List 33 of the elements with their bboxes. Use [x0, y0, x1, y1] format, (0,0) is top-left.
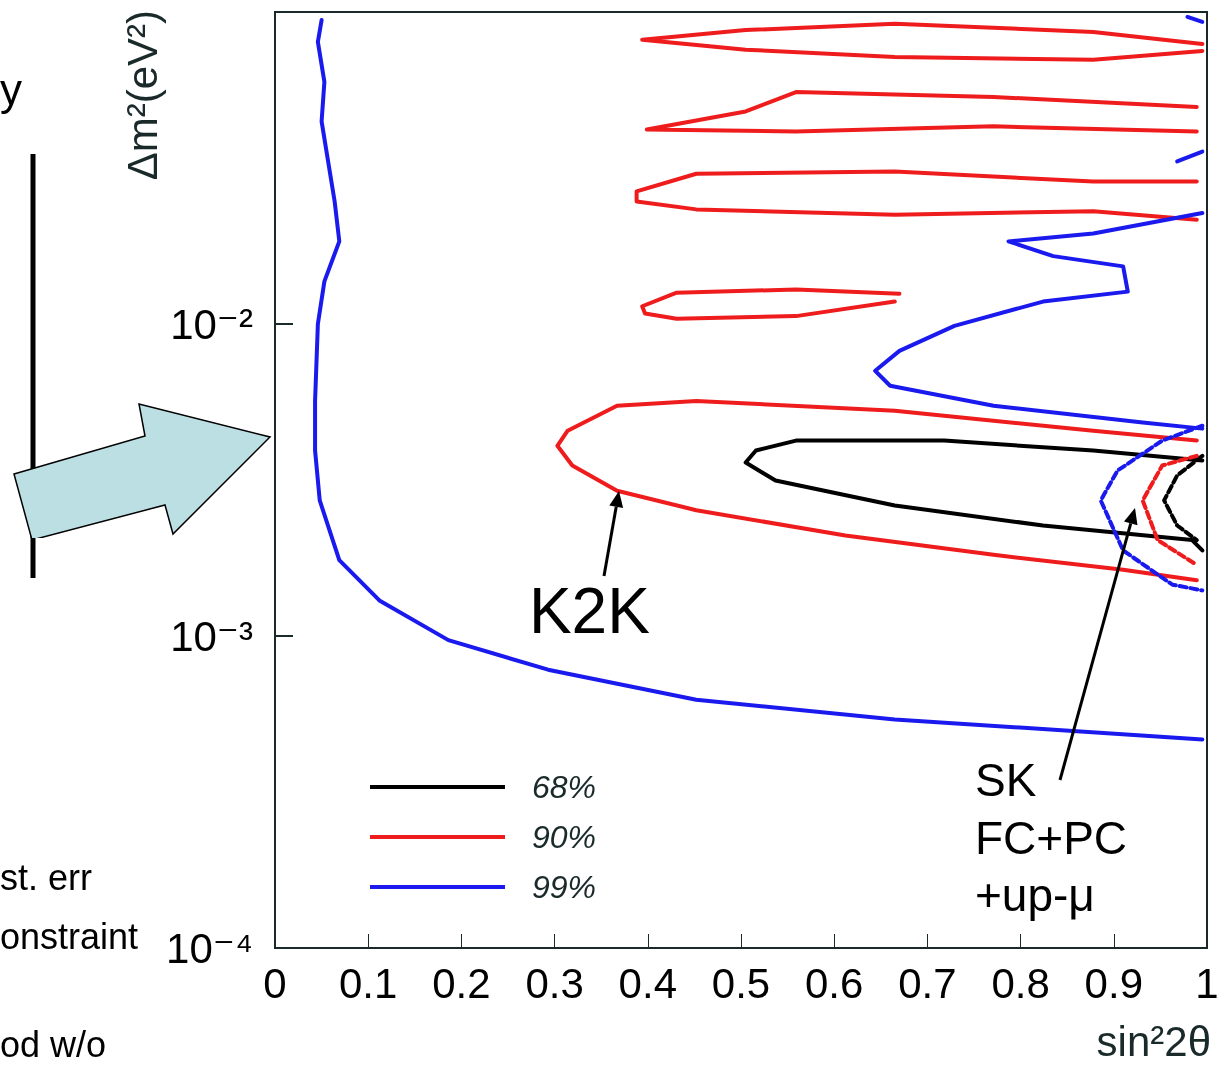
line-series: [640, 287, 902, 321]
y-tick-label: 10⁻²: [170, 300, 254, 348]
text: y: [0, 64, 22, 116]
y-axis-title: Δm²(eV²): [118, 10, 166, 181]
text: st. err: [0, 856, 93, 900]
line-series: [1140, 453, 1199, 567]
x-tick-label: 0.5: [711, 959, 771, 1007]
x-tick-label: 0.2: [432, 959, 491, 1007]
x-tick-label: 0.8: [991, 959, 1050, 1007]
x-tick-label: 0.4: [618, 959, 677, 1007]
text: onstraint: [0, 915, 139, 959]
line-series: [640, 21, 1205, 62]
line-series: [644, 90, 1199, 134]
x-tick-label: 0.7: [898, 959, 957, 1007]
y-tick-label: 10⁻⁴: [166, 924, 253, 972]
x-tick-label: 1: [1195, 959, 1219, 1007]
x-tick-label: 0.1: [339, 959, 398, 1007]
annotation: SK FC+PC +up-μ: [975, 753, 1128, 923]
line-series: [634, 169, 1199, 222]
x-axis-title: sin²2θ: [1096, 1017, 1211, 1065]
y-tick-label: 10⁻³: [170, 612, 254, 660]
line-series: [555, 398, 1199, 583]
annotation: K2K: [528, 573, 650, 649]
text: od w/o: [0, 1023, 107, 1066]
x-tick-label: 0: [263, 959, 287, 1007]
legend-label: 90%: [532, 819, 597, 855]
legend-label: 99%: [532, 869, 597, 905]
x-tick-label: 0.3: [525, 959, 584, 1007]
x-tick-label: 0.9: [1084, 959, 1143, 1007]
x-tick-label: 0.6: [805, 959, 864, 1007]
legend-label: 68%: [532, 769, 597, 805]
line-series: [313, 18, 1205, 742]
line-series: [743, 438, 1205, 553]
